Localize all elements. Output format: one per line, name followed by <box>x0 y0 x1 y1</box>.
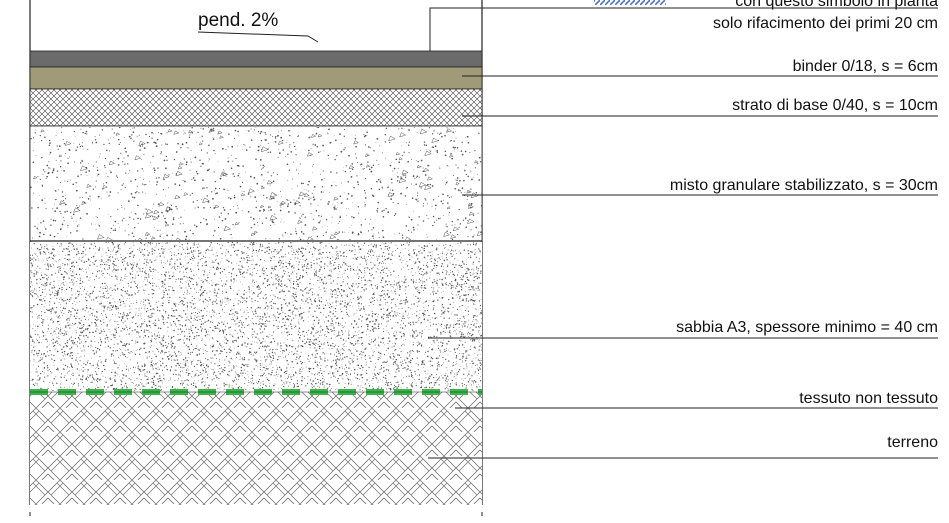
misto-texture <box>30 127 482 240</box>
layer-binder <box>29 66 483 90</box>
layer-terreno <box>30 392 482 505</box>
legend-symbol-caption: con questo simbolo in pianta <box>735 0 938 10</box>
label-base: strato di base 0/40, s = 10cm <box>732 97 938 114</box>
label-binder: binder 0/18, s = 6cm <box>793 58 938 75</box>
legend-symbol <box>594 0 666 5</box>
label-sabbia: sabbia A3, spessore minimo = 40 cm <box>676 319 938 336</box>
slope-label: pend. 2% <box>198 10 278 31</box>
sabbia-texture <box>30 242 482 391</box>
label-terreno: terreno <box>887 434 938 451</box>
slope-arrow <box>197 31 319 43</box>
label-misto: misto granulare stabilizzato, s = 30cm <box>670 177 938 194</box>
label-tnt: tessuto non tessuto <box>799 390 938 407</box>
layer-base <box>29 88 483 127</box>
leader-usura <box>429 7 938 55</box>
legend-note: solo rifacimento dei primi 20 cm <box>713 15 938 32</box>
layer-usura <box>29 50 483 68</box>
layer-misto <box>29 125 483 242</box>
